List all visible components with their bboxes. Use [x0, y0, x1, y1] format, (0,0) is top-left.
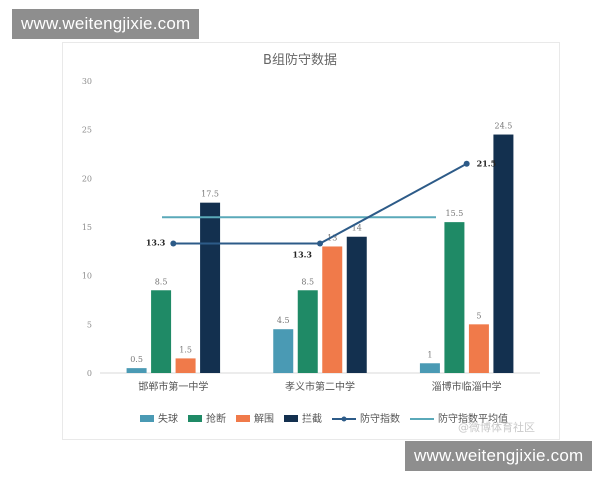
bar-拦截	[493, 134, 514, 373]
bar-失球	[419, 363, 440, 373]
legend-swatch-拦截	[284, 415, 298, 422]
bar-解围	[175, 358, 196, 373]
y-tick-label: 10	[82, 272, 92, 281]
bar-失球	[126, 368, 147, 373]
legend-swatch-marker	[341, 416, 347, 422]
bar-抢断	[444, 222, 465, 373]
y-tick-label: 5	[87, 320, 92, 329]
legend-label: 解围	[254, 412, 274, 425]
weibo-watermark: @微博体育社区	[458, 421, 535, 434]
bar-value-label: 8.5	[155, 277, 168, 286]
bar-失球	[273, 329, 294, 373]
y-tick-label: 25	[82, 126, 92, 135]
defense-index-point	[170, 240, 177, 247]
defense-index-point	[463, 160, 470, 167]
bar-value-label: 24.5	[495, 122, 513, 131]
defense-index-label: 21.5	[477, 159, 496, 169]
x-category-label: 邯郸市第一中学	[138, 380, 208, 393]
legend-swatch-失球	[140, 415, 154, 422]
bar-value-label: 0.5	[130, 355, 143, 364]
chart-title: B组防守数据	[263, 52, 337, 68]
defense-index-label: 13.3	[293, 250, 313, 260]
bar-value-label: 8.5	[301, 277, 314, 286]
bar-value-label: 17.5	[201, 190, 219, 199]
bar-value-label: 1	[427, 350, 432, 359]
defense-index-point	[317, 240, 323, 247]
bar-value-label: 1.5	[179, 345, 192, 354]
y-tick-label: 0	[87, 369, 92, 378]
watermark-bottom: www.weitengjixie.com	[405, 441, 593, 471]
watermark-top: www.weitengjixie.com	[12, 9, 200, 39]
legend-label: 失球	[158, 412, 178, 425]
bar-抢断	[151, 290, 172, 373]
legend-label: 防守指数	[360, 412, 400, 425]
bar-解围	[468, 324, 489, 373]
legend-label: 抢断	[206, 412, 226, 425]
bar-value-label: 5	[476, 311, 481, 320]
legend-label: 防守指数平均值	[438, 412, 508, 425]
y-tick-label: 20	[82, 174, 92, 183]
bar-解围	[322, 246, 343, 373]
x-category-label: 孝义市第二中学	[285, 380, 355, 393]
legend-swatch-抢断	[188, 415, 202, 422]
chart-frame	[62, 42, 560, 440]
bar-抢断	[297, 290, 318, 373]
bar-value-label: 15.5	[446, 209, 464, 218]
y-tick-label: 15	[82, 223, 92, 232]
defense-index-label: 13.3	[146, 238, 166, 248]
bar-value-label: 14	[352, 224, 362, 233]
y-tick-label: 30	[82, 77, 92, 86]
x-category-label: 淄博市临淄中学	[432, 380, 502, 393]
legend-label: 拦截	[302, 412, 322, 425]
legend-swatch-解围	[236, 415, 250, 422]
bar-value-label: 4.5	[277, 316, 290, 325]
bar-拦截	[200, 202, 221, 373]
bar-拦截	[346, 236, 367, 373]
